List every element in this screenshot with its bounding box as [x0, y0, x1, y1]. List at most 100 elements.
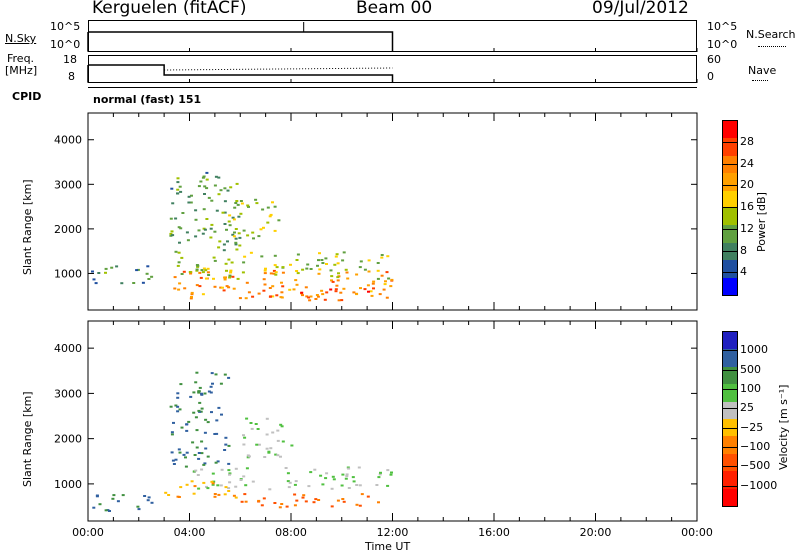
power-cell — [104, 271, 107, 274]
velocity-cell — [366, 495, 370, 498]
power-cell — [225, 285, 229, 288]
velocity-cell — [268, 488, 272, 491]
velocity-cell — [224, 443, 228, 446]
power-cell — [169, 232, 173, 235]
power-cell — [263, 272, 267, 275]
power-cell — [181, 212, 185, 214]
power-cell — [239, 200, 243, 202]
velocity-cell — [143, 495, 147, 497]
velocity-cell — [210, 480, 214, 483]
power-cell — [281, 271, 285, 274]
power-cell — [358, 266, 362, 269]
velocity-cell — [170, 431, 174, 434]
power-cell — [171, 202, 175, 205]
power-cell — [231, 216, 235, 219]
power-cell — [210, 223, 214, 226]
power-cell — [272, 272, 276, 275]
power-cell — [236, 277, 240, 280]
power-colorbar-color-segment — [723, 173, 737, 192]
power-cell — [345, 271, 349, 274]
velocity-cell — [260, 504, 264, 507]
velocity-cell — [234, 467, 238, 470]
velocity-cell — [185, 483, 189, 486]
power-cell — [135, 269, 139, 272]
velocity-cell — [243, 436, 247, 439]
velocity-cell — [204, 418, 208, 421]
velocity-cell — [227, 462, 231, 465]
velocity-cell — [274, 453, 278, 456]
power-cell — [308, 299, 312, 302]
power-cell — [217, 246, 221, 249]
velocity-colorbar-color-segment — [723, 436, 737, 455]
power-cell — [257, 235, 261, 238]
velocity-cell — [210, 372, 214, 375]
power-cell — [325, 291, 329, 294]
power-cell — [272, 269, 276, 272]
velocity-cell — [202, 463, 206, 466]
power-cell — [194, 235, 198, 238]
freq-label-2: [MHz] — [5, 64, 38, 77]
velocity-cell — [195, 429, 199, 432]
velocity-cell — [178, 408, 182, 411]
power-cell — [222, 289, 226, 292]
power-cell — [213, 230, 217, 233]
velocity-cell — [200, 393, 204, 396]
xaxis-label: Time UT — [365, 540, 411, 553]
power-cell — [190, 296, 193, 298]
velocity-ytick-label: 1000 — [54, 478, 82, 491]
velocity-cell — [386, 484, 390, 487]
power-colorbar-color-segment — [723, 242, 737, 261]
power-cell — [223, 223, 227, 225]
power-cell — [199, 276, 203, 279]
power-cell — [336, 262, 340, 265]
power-colorbar-tick-label: 24 — [740, 156, 754, 170]
power-cell — [236, 203, 240, 206]
power-colorbar-tick-label: 8 — [740, 243, 747, 257]
power-cell — [180, 273, 184, 275]
power-cell — [385, 271, 389, 274]
velocity-cell — [377, 476, 381, 479]
power-cell — [234, 237, 238, 240]
velocity-cell — [179, 486, 183, 489]
power-cell — [384, 280, 387, 283]
power-cell — [325, 263, 328, 265]
velocity-ytick-label: 4000 — [54, 342, 82, 355]
power-colorbar-tick — [722, 141, 738, 143]
power-cell — [380, 274, 384, 277]
power-cell — [173, 276, 177, 279]
power-cell — [370, 294, 374, 297]
nsearch-legend-line — [758, 46, 786, 47]
power-cell — [387, 277, 391, 280]
velocity-cell — [192, 391, 196, 394]
velocity-cell — [194, 381, 198, 384]
power-colorbar-color-segment — [723, 155, 737, 174]
power-cell — [367, 259, 371, 262]
power-cell — [195, 284, 199, 287]
velocity-cell — [278, 506, 282, 509]
power-ytick-label: 1000 — [54, 267, 82, 280]
power-cell — [367, 270, 371, 273]
power-cell — [366, 284, 370, 287]
power-cell — [190, 293, 194, 296]
velocity-cell — [223, 449, 227, 451]
power-cell — [335, 253, 339, 256]
power-cell — [202, 208, 206, 211]
velocity-cell — [234, 485, 238, 488]
power-cell — [331, 280, 335, 283]
power-cell — [169, 217, 173, 220]
power-cell — [268, 295, 272, 298]
power-colorbar-color-segment — [723, 277, 737, 296]
velocity-cell — [324, 477, 328, 480]
velocity-cell — [242, 475, 246, 478]
velocity-colorbar-tick-label: −25 — [740, 420, 764, 434]
velocity-colorbar-tick — [722, 427, 738, 429]
power-cell — [275, 266, 279, 269]
velocity-cell — [347, 467, 351, 470]
velocity-colorbar — [722, 331, 738, 507]
power-cell — [176, 192, 180, 195]
velocity-cell — [223, 373, 227, 376]
velocity-cell — [224, 486, 228, 489]
power-cell — [97, 272, 101, 274]
power-cell — [376, 262, 380, 264]
power-cell — [215, 209, 219, 212]
